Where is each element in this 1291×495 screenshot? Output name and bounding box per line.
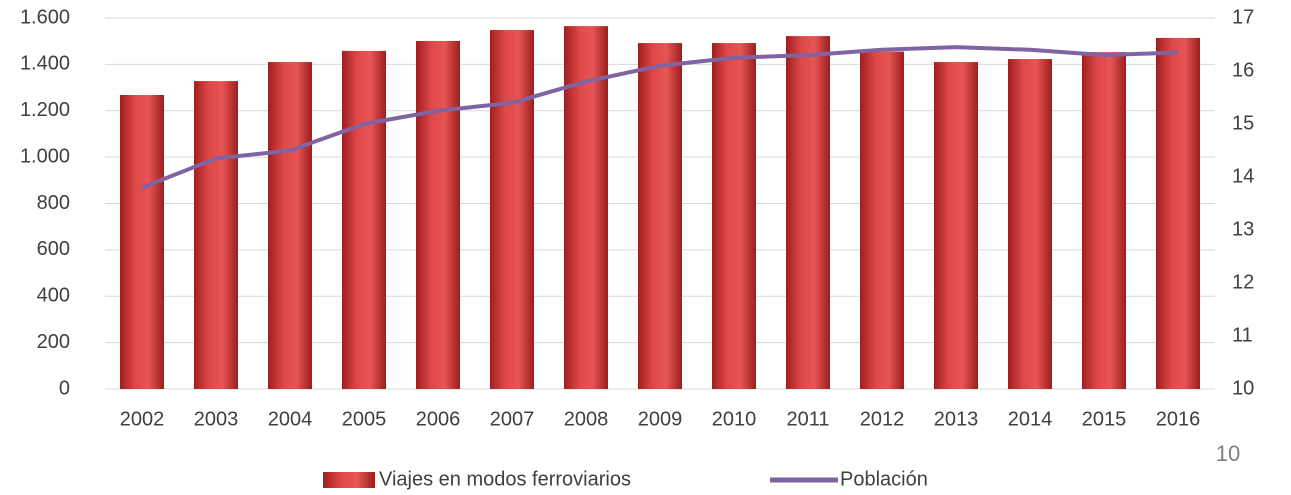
y-tick-label: 400 xyxy=(37,285,70,307)
x-tick-label: 2002 xyxy=(120,408,165,430)
legend-label: Población xyxy=(840,468,928,490)
bar xyxy=(120,94,164,390)
bar xyxy=(860,51,904,389)
y-tick-label: 1.400 xyxy=(20,53,70,75)
x-tick-label: 2014 xyxy=(1008,408,1053,430)
x-tick-label: 2013 xyxy=(934,408,979,430)
bar xyxy=(712,43,756,389)
bar xyxy=(638,43,682,389)
bar xyxy=(490,30,534,390)
x-tick-label: 2007 xyxy=(490,408,535,430)
bar xyxy=(1008,59,1052,390)
bar xyxy=(786,36,830,390)
bar xyxy=(1082,52,1126,389)
legend-swatch xyxy=(323,472,375,488)
y2-tick-label: 14 xyxy=(1232,165,1254,187)
bar xyxy=(342,50,386,390)
x-tick-label: 2009 xyxy=(638,408,683,430)
y2-tick-label: 16 xyxy=(1232,59,1254,81)
bar xyxy=(1156,37,1200,389)
x-tick-label: 2004 xyxy=(268,408,313,430)
x-tick-label: 2003 xyxy=(194,408,239,430)
y-tick-label: 600 xyxy=(37,238,70,260)
line xyxy=(141,45,1179,190)
x-tick-label: 2008 xyxy=(564,408,609,430)
y-tick-label: 1.600 xyxy=(20,6,70,28)
y-tick-label: 0 xyxy=(59,377,70,399)
x-tick-label: 2012 xyxy=(860,408,905,430)
y2-tick-label: 10 xyxy=(1232,377,1254,399)
y-tick-label: 200 xyxy=(37,331,70,353)
x-tick-label: 2016 xyxy=(1156,408,1201,430)
x-tick-label: 2005 xyxy=(342,408,387,430)
y-tick-label: 1.000 xyxy=(20,145,70,167)
x-tick-label: 2006 xyxy=(416,408,461,430)
x-tick-label: 2010 xyxy=(712,408,757,430)
y2-tick-label: 12 xyxy=(1232,271,1254,293)
y2-tick-label: 13 xyxy=(1232,218,1254,240)
y2-tick-label: 15 xyxy=(1232,112,1254,134)
y-tick-label: 800 xyxy=(37,192,70,214)
bar xyxy=(268,62,312,390)
y2-tick-label: 17 xyxy=(1232,6,1254,28)
legend-label: Viajes en modos ferroviarios xyxy=(379,468,631,490)
y-tick-label: 1.200 xyxy=(20,99,70,121)
page-number: 10 xyxy=(1216,441,1240,466)
bar xyxy=(194,81,238,389)
bar xyxy=(416,40,460,389)
y2-tick-label: 11 xyxy=(1232,324,1253,346)
x-tick-label: 2015 xyxy=(1082,408,1127,430)
x-tick-label: 2011 xyxy=(786,408,829,430)
bar xyxy=(934,62,978,390)
